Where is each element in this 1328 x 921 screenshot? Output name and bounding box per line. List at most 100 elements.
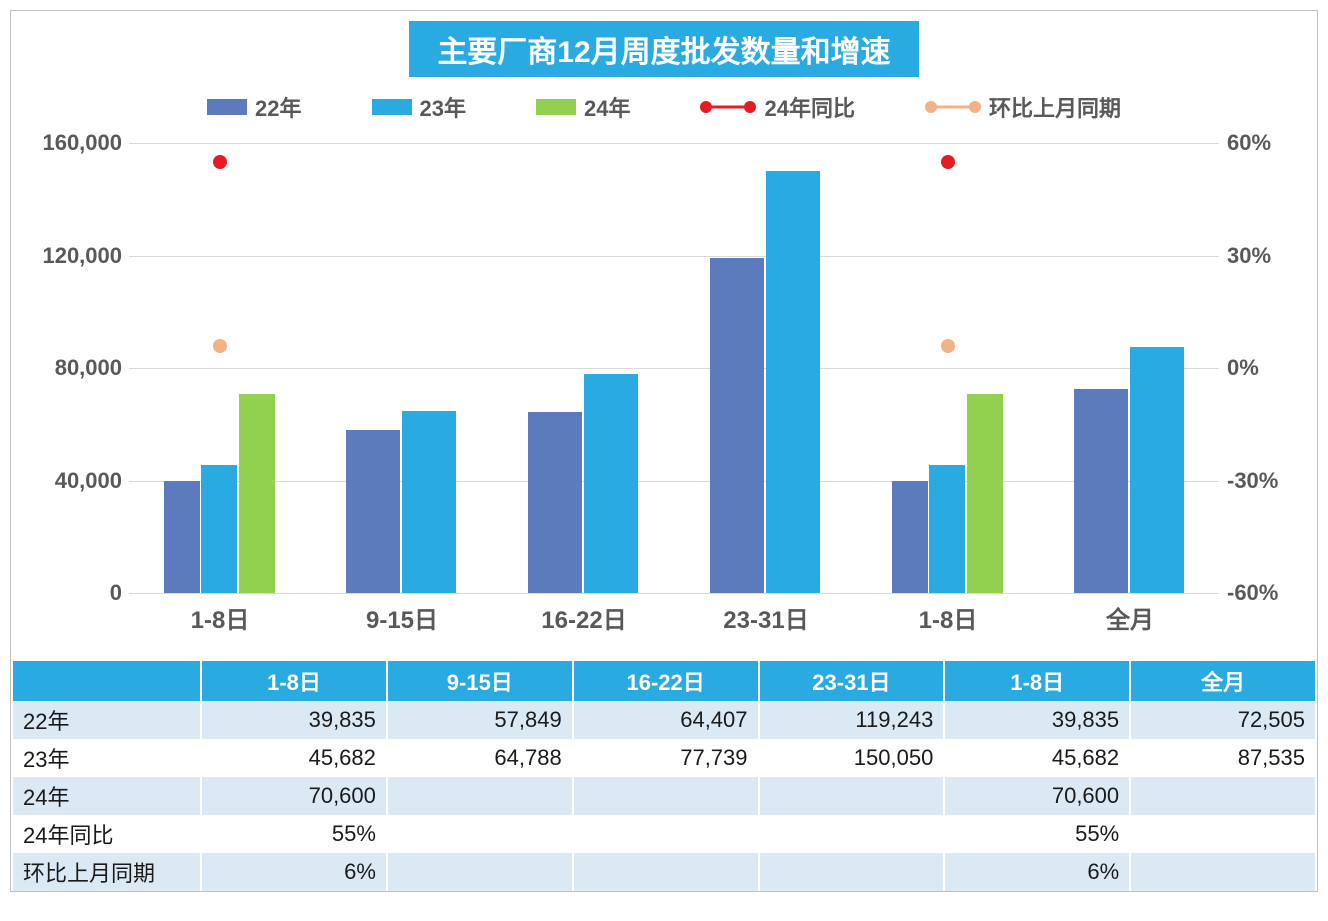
legend-item-yoy: 24年同比 (700, 91, 854, 123)
bar-s23 (1130, 347, 1184, 593)
legend-swatch (372, 99, 412, 115)
chart-title: 主要厂商12月周度批发数量和增速 (409, 21, 918, 77)
table-cell: 72,505 (1130, 701, 1316, 739)
legend-label: 22年 (255, 91, 301, 123)
y-left-tick-label: 0 (27, 580, 122, 606)
table-header-cell: 23-31日 (759, 661, 945, 701)
table-row-label: 环比上月同期 (12, 853, 201, 891)
x-tick-label: 16-22日 (541, 600, 626, 635)
legend-swatch (536, 99, 576, 115)
table-cell: 150,050 (759, 739, 945, 777)
table-header-cell: 1-8日 (944, 661, 1130, 701)
bar-s23 (201, 465, 237, 593)
y-right-tick-label: 60% (1227, 130, 1297, 156)
legend-item-s23: 23年 (372, 91, 466, 123)
bar-s24 (239, 394, 275, 593)
table-header-cell: 全月 (1130, 661, 1316, 701)
chart-area: 040,00080,000120,000160,000-60%-30%0%30%… (19, 133, 1309, 643)
bar-s23 (584, 374, 638, 593)
table-cell (573, 853, 759, 891)
legend-label: 环比上月同期 (989, 91, 1121, 123)
table-header-cell: 1-8日 (201, 661, 387, 701)
marker-mom (941, 339, 955, 353)
table-cell (1130, 853, 1316, 891)
bar-s24 (967, 394, 1003, 593)
x-tick-label: 9-15日 (366, 600, 438, 635)
bar-s22 (892, 481, 928, 593)
table-cell: 64,788 (387, 739, 573, 777)
data-table: 1-8日9-15日16-22日23-31日1-8日全月22年39,83557,8… (11, 661, 1317, 891)
table-cell (387, 853, 573, 891)
marker-mom (213, 339, 227, 353)
bar-s23 (766, 171, 820, 593)
bar-s22 (528, 412, 582, 593)
gridline (129, 256, 1219, 257)
bar-s22 (346, 430, 400, 593)
table-cell: 39,835 (944, 701, 1130, 739)
table-cell (759, 777, 945, 815)
title-bar: 主要厂商12月周度批发数量和增速 (11, 21, 1317, 77)
x-tick-label: 1-8日 (919, 600, 978, 635)
table-cell: 70,600 (201, 777, 387, 815)
marker-yoy (941, 155, 955, 169)
table-cell: 6% (944, 853, 1130, 891)
table-cell: 70,600 (944, 777, 1130, 815)
table-row-label: 24年 (12, 777, 201, 815)
y-right-tick-label: -60% (1227, 580, 1297, 606)
table-cell (1130, 777, 1316, 815)
legend-swatch (207, 99, 247, 115)
bar-s23 (402, 411, 456, 593)
table-cell: 119,243 (759, 701, 945, 739)
table-row: 环比上月同期6%6% (12, 853, 1316, 891)
table-cell (1130, 815, 1316, 853)
legend-item-s22: 22年 (207, 91, 301, 123)
table-header-cell: 16-22日 (573, 661, 759, 701)
table-header-cell (12, 661, 201, 701)
x-tick-label: 全月 (1106, 600, 1154, 635)
table-cell: 45,682 (201, 739, 387, 777)
legend-marker (700, 100, 756, 114)
table-cell: 87,535 (1130, 739, 1316, 777)
gridline (129, 143, 1219, 144)
y-left-tick-label: 120,000 (27, 243, 122, 269)
gridline (129, 481, 1219, 482)
y-left-tick-label: 80,000 (27, 355, 122, 381)
table-cell: 55% (944, 815, 1130, 853)
x-tick-label: 1-8日 (191, 600, 250, 635)
chart-container: 主要厂商12月周度批发数量和增速 22年23年24年24年同比环比上月同期 04… (10, 10, 1318, 892)
table-row-label: 24年同比 (12, 815, 201, 853)
table-row: 24年同比55%55% (12, 815, 1316, 853)
legend: 22年23年24年24年同比环比上月同期 (11, 85, 1317, 133)
table-cell (387, 815, 573, 853)
table-row-label: 23年 (12, 739, 201, 777)
bar-s23 (929, 465, 965, 593)
table-cell: 45,682 (944, 739, 1130, 777)
bar-s22 (710, 258, 764, 593)
y-right-tick-label: 30% (1227, 243, 1297, 269)
table-cell: 57,849 (387, 701, 573, 739)
table-cell (759, 853, 945, 891)
legend-label: 23年 (420, 91, 466, 123)
plot-area (129, 143, 1219, 593)
table-cell (573, 777, 759, 815)
table-header-cell: 9-15日 (387, 661, 573, 701)
legend-label: 24年同比 (764, 91, 854, 123)
legend-item-mom: 环比上月同期 (925, 91, 1121, 123)
x-tick-label: 23-31日 (723, 600, 808, 635)
table-cell: 55% (201, 815, 387, 853)
table-cell: 64,407 (573, 701, 759, 739)
gridline (129, 368, 1219, 369)
table-row-label: 22年 (12, 701, 201, 739)
table-row: 22年39,83557,84964,407119,24339,83572,505 (12, 701, 1316, 739)
marker-yoy (213, 155, 227, 169)
table-cell: 77,739 (573, 739, 759, 777)
table-row: 24年70,60070,600 (12, 777, 1316, 815)
table-row: 23年45,68264,78877,739150,05045,68287,535 (12, 739, 1316, 777)
bar-s22 (1074, 389, 1128, 593)
legend-marker (925, 100, 981, 114)
table-cell: 6% (201, 853, 387, 891)
table-cell (573, 815, 759, 853)
y-right-tick-label: -30% (1227, 468, 1297, 494)
y-right-tick-label: 0% (1227, 355, 1297, 381)
y-left-tick-label: 160,000 (27, 130, 122, 156)
